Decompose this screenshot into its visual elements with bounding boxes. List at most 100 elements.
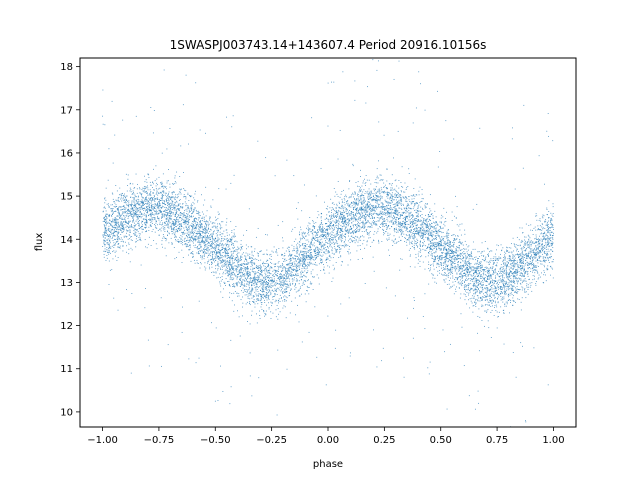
data-point bbox=[232, 248, 234, 250]
data-point bbox=[496, 285, 498, 287]
data-point bbox=[448, 259, 450, 261]
data-point bbox=[303, 251, 305, 253]
data-point bbox=[103, 240, 105, 241]
data-point bbox=[471, 297, 473, 299]
data-point bbox=[499, 271, 501, 273]
data-point bbox=[504, 259, 506, 261]
data-point bbox=[237, 261, 239, 263]
data-point bbox=[132, 190, 134, 192]
data-point bbox=[486, 292, 488, 294]
data-point bbox=[231, 236, 233, 238]
data-point bbox=[461, 223, 463, 225]
data-point bbox=[286, 272, 288, 273]
data-point bbox=[354, 203, 356, 205]
data-point bbox=[472, 208, 474, 210]
data-point bbox=[475, 262, 477, 264]
data-point bbox=[209, 246, 211, 247]
data-point bbox=[545, 257, 547, 259]
data-point bbox=[425, 236, 427, 238]
data-point bbox=[503, 285, 504, 286]
data-point bbox=[193, 219, 195, 221]
data-point bbox=[111, 211, 113, 213]
data-point bbox=[207, 256, 209, 258]
data-point bbox=[537, 260, 539, 261]
data-point bbox=[437, 90, 438, 92]
data-point bbox=[511, 294, 513, 296]
data-point bbox=[170, 209, 172, 211]
data-point bbox=[411, 221, 413, 223]
data-point bbox=[280, 276, 282, 278]
data-point bbox=[348, 248, 350, 250]
data-point bbox=[440, 258, 442, 260]
data-point bbox=[535, 249, 537, 251]
data-point bbox=[400, 228, 402, 230]
data-point bbox=[488, 260, 490, 262]
data-point bbox=[149, 209, 150, 210]
data-point bbox=[338, 237, 340, 239]
data-point bbox=[383, 186, 385, 188]
data-point bbox=[253, 282, 255, 284]
data-point bbox=[201, 236, 203, 238]
data-point bbox=[132, 207, 134, 209]
data-point bbox=[311, 282, 313, 284]
data-point bbox=[530, 245, 532, 247]
data-point bbox=[240, 264, 242, 266]
data-point bbox=[167, 212, 169, 214]
data-point bbox=[184, 215, 185, 217]
data-point bbox=[491, 302, 493, 304]
data-point bbox=[192, 226, 194, 228]
data-point bbox=[344, 223, 346, 225]
data-point bbox=[424, 328, 426, 330]
data-point bbox=[129, 183, 131, 185]
data-point bbox=[419, 228, 421, 230]
data-point bbox=[434, 222, 436, 224]
data-point bbox=[289, 258, 291, 260]
data-point bbox=[469, 280, 471, 282]
data-point bbox=[319, 224, 321, 225]
data-point bbox=[513, 259, 515, 261]
data-point bbox=[466, 251, 468, 253]
data-point bbox=[311, 241, 312, 243]
data-point bbox=[382, 218, 383, 220]
data-point bbox=[373, 195, 374, 197]
data-point bbox=[478, 251, 480, 253]
data-point bbox=[249, 279, 251, 281]
data-point bbox=[165, 240, 167, 242]
data-point bbox=[477, 295, 479, 297]
data-point bbox=[302, 250, 304, 252]
data-point bbox=[359, 208, 361, 210]
data-point bbox=[176, 217, 177, 219]
data-point bbox=[278, 248, 280, 249]
data-point bbox=[230, 272, 232, 274]
data-point bbox=[150, 197, 151, 199]
data-point bbox=[254, 273, 256, 274]
data-point bbox=[515, 254, 517, 256]
data-point bbox=[343, 197, 345, 199]
data-point bbox=[359, 218, 361, 220]
data-point bbox=[445, 254, 447, 256]
data-point bbox=[299, 233, 301, 235]
data-point bbox=[493, 270, 495, 272]
data-point bbox=[214, 241, 216, 243]
data-point bbox=[270, 294, 272, 296]
data-point bbox=[482, 296, 484, 298]
data-point bbox=[108, 250, 110, 252]
data-point bbox=[525, 248, 527, 250]
data-point bbox=[236, 284, 238, 286]
data-point bbox=[276, 414, 278, 416]
data-point bbox=[436, 255, 438, 257]
data-point bbox=[268, 282, 270, 284]
data-point bbox=[429, 269, 431, 271]
data-point bbox=[316, 237, 318, 239]
data-point bbox=[386, 191, 388, 193]
data-point bbox=[412, 219, 414, 221]
data-point bbox=[324, 231, 326, 233]
data-point bbox=[467, 246, 469, 248]
data-point bbox=[451, 245, 453, 247]
data-point bbox=[179, 216, 181, 218]
data-point bbox=[537, 248, 539, 250]
data-point bbox=[493, 262, 494, 264]
data-point bbox=[249, 278, 251, 280]
data-point bbox=[112, 204, 113, 206]
data-point bbox=[457, 255, 459, 257]
